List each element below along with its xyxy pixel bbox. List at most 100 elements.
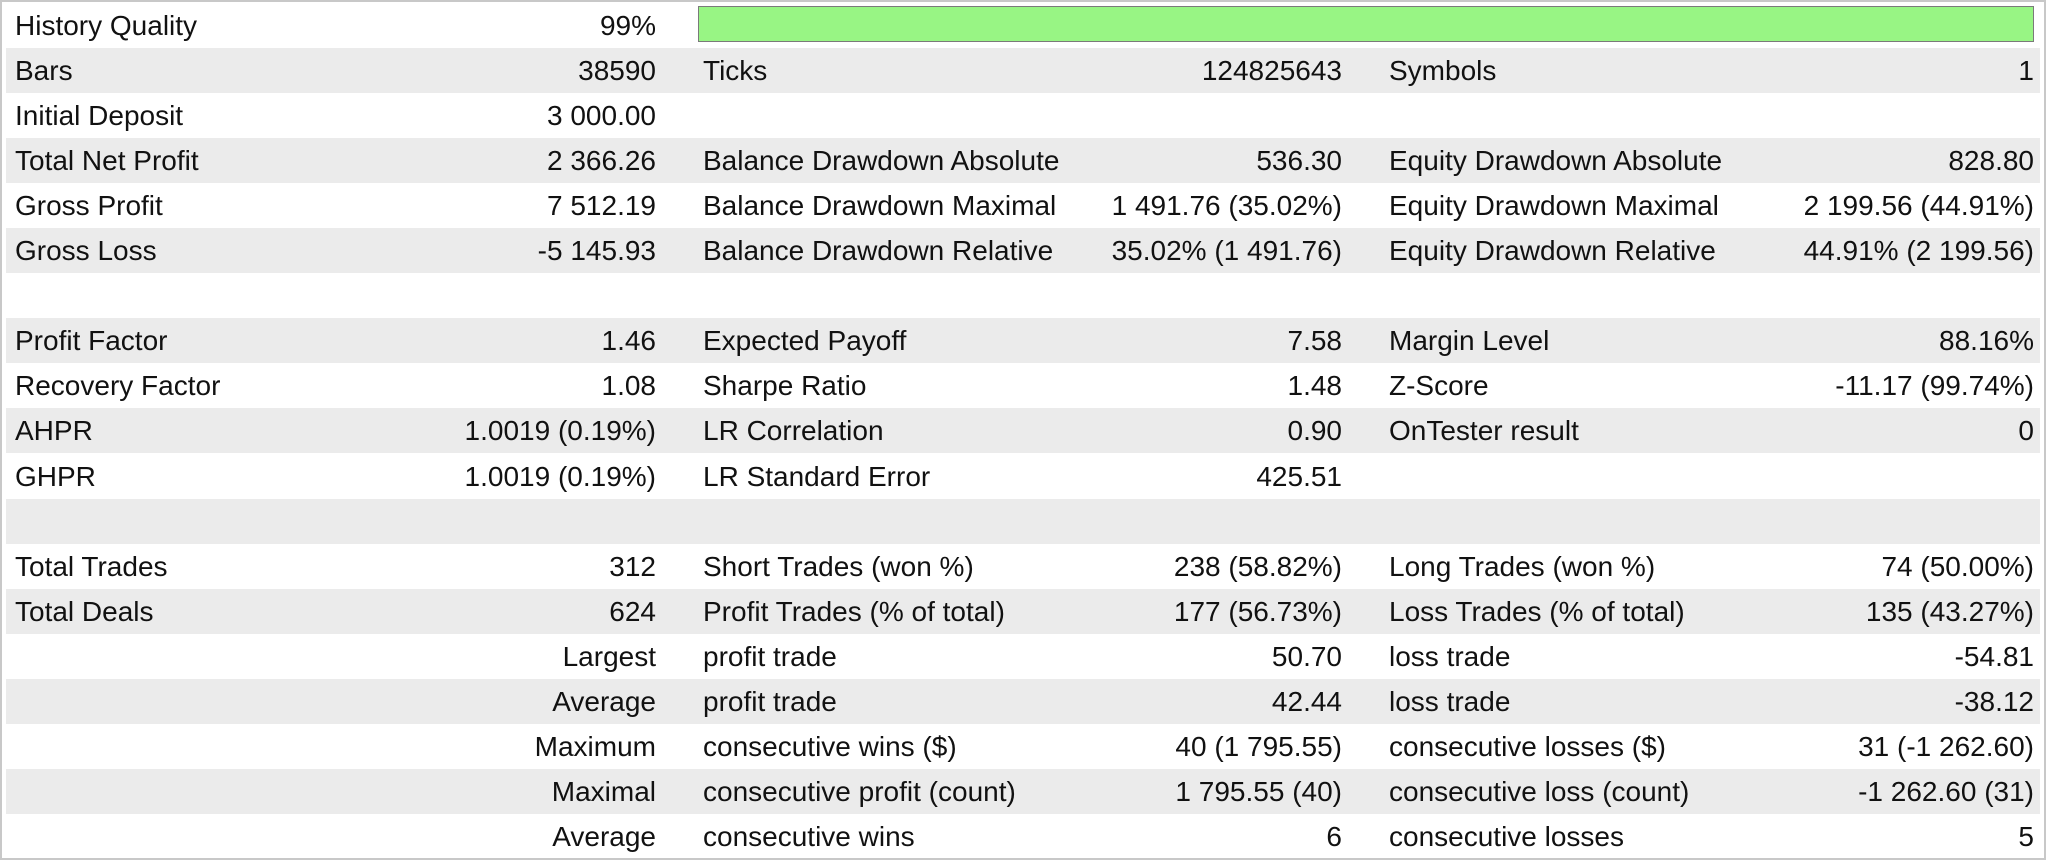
report-row: Average profit trade 42.44 loss trade -38.12 (6, 678, 2040, 724)
metric-value: 1 (2018, 55, 2034, 87)
row-label: GHPR (15, 460, 96, 492)
metric-label: consecutive loss (count) (1389, 775, 1690, 807)
metric-value: 1 491.76 (35.02%) (1111, 190, 1342, 222)
metric-value: 7.58 (1287, 325, 1343, 357)
metric-label: profit trade (703, 640, 837, 672)
history-quality-bar (698, 6, 2034, 42)
metric-label: LR Standard Error (703, 460, 931, 492)
report-row: History Quality 99% (6, 3, 2040, 48)
report-row: AHPR 1.0019 (0.19%) LR Correlation 0.90 OnTe… (6, 408, 2040, 454)
row-value: 1.0019 (0.19%) (464, 460, 656, 492)
report-row (6, 498, 2040, 544)
report-row: Bars 38590 Ticks 124825643 Symbols 1 (6, 48, 2040, 94)
metric-label: loss trade (1389, 685, 1511, 717)
report-row: Largest profit trade 50.70 loss trade -54.81 (6, 634, 2040, 679)
metric-label: Equity Drawdown Maximal (1389, 190, 1719, 222)
metric-value: 42.44 (1271, 685, 1342, 717)
metric-label: OnTester result (1389, 415, 1579, 447)
row-label: Recovery Factor (15, 370, 221, 402)
report-row: Total Trades 312 Short Trades (won %) 238 (… (6, 544, 2040, 589)
metric-value: -54.81 (1954, 640, 2034, 672)
report-row: Gross Loss -5 145.93 Balance Drawdown Rela… (6, 228, 2040, 274)
row-label: Total Deals (15, 595, 154, 627)
metric-label: Profit Trades (% of total) (703, 595, 1005, 627)
metric-value: 0 (2018, 415, 2034, 447)
row-label: Total Trades (15, 550, 168, 582)
metric-label: Balance Drawdown Maximal (703, 190, 1057, 222)
row-label: Bars (15, 55, 73, 87)
row-value: 1.46 (601, 325, 657, 357)
row-value: 312 (609, 550, 656, 582)
metric-value: 135 (43.27%) (1865, 595, 2034, 627)
report-row: Maximum consecutive wins ($) 40 (1 795.55)… (6, 724, 2040, 769)
metric-label: Equity Drawdown Absolute (1389, 145, 1723, 177)
metric-value: 177 (56.73%) (1173, 595, 1342, 627)
metric-value: 238 (58.82%) (1173, 550, 1342, 582)
metric-value: 1 795.55 (40) (1175, 775, 1342, 807)
metric-value: 35.02% (1 491.76) (1111, 235, 1342, 267)
report-row: Total Deals 624 Profit Trades (% of total)… (6, 588, 2040, 634)
row-value: 3 000.00 (547, 100, 656, 132)
report-row: Average consecutive wins 6 consecutive loss… (6, 814, 2040, 858)
row-label: Initial Deposit (15, 100, 184, 132)
metric-label: consecutive wins (703, 820, 915, 852)
metric-label: Expected Payoff (703, 325, 907, 357)
metric-label: consecutive profit (count) (703, 775, 1016, 807)
metric-value: -1 262.60 (31) (1858, 775, 2034, 807)
report-row: Maximal consecutive profit (count) 1 795.5… (6, 768, 2040, 814)
metric-label: consecutive losses ($) (1389, 730, 1667, 762)
metric-value: 828.80 (1948, 145, 2034, 177)
metric-label: Balance Drawdown Absolute (703, 145, 1060, 177)
metric-value: -38.12 (1954, 685, 2034, 717)
metric-label: loss trade (1389, 640, 1511, 672)
metric-label: Balance Drawdown Relative (703, 235, 1054, 267)
row-label: Profit Factor (15, 325, 168, 357)
metric-value: 536.30 (1256, 145, 1342, 177)
row-value: 2 366.26 (547, 145, 656, 177)
row-value: 1.0019 (0.19%) (464, 415, 656, 447)
report-row: Initial Deposit 3 000.00 (6, 93, 2040, 138)
metric-value: 74 (50.00%) (1881, 550, 2034, 582)
row-value: Maximum (534, 730, 656, 762)
metric-label: Short Trades (won %) (703, 550, 974, 582)
metric-value: 50.70 (1271, 640, 1342, 672)
metric-label: Ticks (703, 55, 768, 87)
row-label: History Quality (15, 10, 198, 41)
metric-label: Long Trades (won %) (1389, 550, 1656, 582)
row-value: 1.08 (601, 370, 657, 402)
row-value: 624 (609, 595, 656, 627)
row-value: 7 512.19 (547, 190, 656, 222)
report-row: Total Net Profit 2 366.26 Balance Drawdown… (6, 138, 2040, 184)
metric-value: 1.48 (1287, 370, 1343, 402)
metric-value: 40 (1 795.55) (1175, 730, 1342, 762)
metric-label: Z-Score (1389, 370, 1489, 402)
row-label: Gross Profit (15, 190, 163, 222)
report-row: Recovery Factor 1.08 Sharpe Ratio 1.48 Z-Sco… (6, 363, 2040, 408)
row-value: 38590 (578, 55, 656, 87)
row-value: -5 145.93 (537, 235, 656, 267)
row-value: Largest (562, 640, 656, 672)
row-label: Total Net Profit (15, 145, 199, 177)
row-value: 99% (599, 10, 656, 41)
metric-value: 0.90 (1287, 415, 1343, 447)
row-value: Maximal (551, 775, 656, 807)
metric-label: Equity Drawdown Relative (1389, 235, 1716, 267)
row-value: Average (552, 685, 656, 717)
metric-label: LR Correlation (703, 415, 884, 447)
metric-value: 2 199.56 (44.91%) (1803, 190, 2034, 222)
metric-value: 5 (2018, 820, 2034, 852)
metric-value: 425.51 (1256, 460, 1342, 492)
metric-label: profit trade (703, 685, 837, 717)
metric-label: consecutive losses (1389, 820, 1625, 852)
report-row: Gross Profit 7 512.19 Balance Drawdown Max… (6, 183, 2040, 228)
metric-label: consecutive wins ($) (703, 730, 957, 762)
report-row (6, 273, 2040, 318)
row-label: AHPR (15, 415, 93, 447)
row-label: Gross Loss (15, 235, 157, 267)
metric-label: Margin Level (1389, 325, 1550, 357)
metric-label: Loss Trades (% of total) (1389, 595, 1685, 627)
metric-value: -11.17 (99.74%) (1835, 370, 2034, 402)
metric-value: 124825643 (1201, 55, 1342, 87)
metric-value: 6 (1326, 820, 1342, 852)
